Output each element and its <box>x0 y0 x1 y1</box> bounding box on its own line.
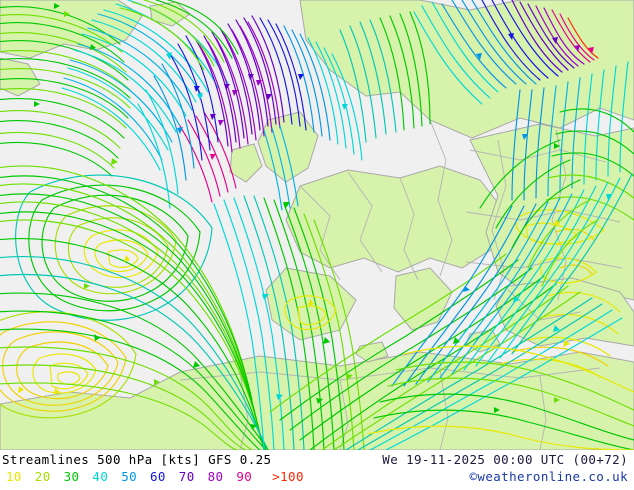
scale-stop-90[interactable]: 90 <box>236 469 253 484</box>
scale-stop-over-100[interactable]: >100 <box>272 469 304 484</box>
map-title: Streamlines 500 hPa [kts] GFS 0.25 <box>2 452 272 467</box>
scale-stop-60[interactable]: 60 <box>149 469 166 484</box>
streamline-arrows <box>18 3 612 430</box>
streamline-map[interactable] <box>0 0 634 450</box>
footer-bar: Streamlines 500 hPa [kts] GFS 0.25 10 20… <box>0 450 634 490</box>
scale-stop-40[interactable]: 40 <box>92 469 109 484</box>
copyright-notice[interactable]: ©weatheronline.co.uk <box>469 469 628 484</box>
scale-stop-30[interactable]: 30 <box>63 469 80 484</box>
streamline-layer <box>0 0 634 450</box>
model-run-timestamp: We 19-11-2025 00:00 UTC (00+72) <box>382 452 628 467</box>
wind-speed-scale: 10 20 30 40 50 60 70 80 90 >100 <box>6 469 304 484</box>
scale-stop-20[interactable]: 20 <box>34 469 51 484</box>
scale-stop-70[interactable]: 70 <box>178 469 195 484</box>
scale-stop-50[interactable]: 50 <box>121 469 138 484</box>
scale-stop-80[interactable]: 80 <box>207 469 224 484</box>
map-panel[interactable] <box>0 0 634 450</box>
scale-stop-10[interactable]: 10 <box>6 469 22 484</box>
